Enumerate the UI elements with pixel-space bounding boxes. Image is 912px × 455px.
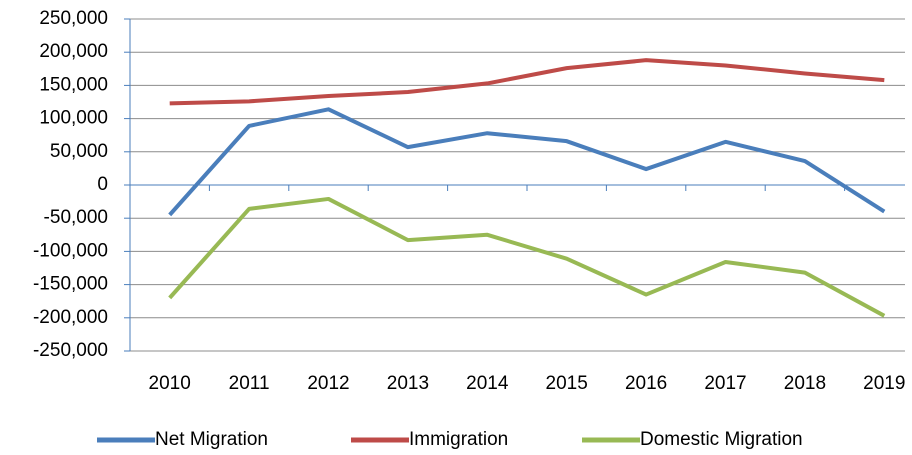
x-tick-label: 2018 bbox=[784, 373, 826, 394]
x-tick-label: 2016 bbox=[625, 373, 667, 394]
y-tick-label: -250,000 bbox=[33, 340, 108, 361]
legend-label: Net Migration bbox=[155, 429, 268, 450]
y-tick-label: -50,000 bbox=[44, 207, 108, 228]
y-tick-label: -100,000 bbox=[33, 240, 108, 261]
y-tick-label: 150,000 bbox=[39, 74, 108, 95]
x-tick-label: 2017 bbox=[704, 373, 746, 394]
y-tick-label: -150,000 bbox=[33, 274, 108, 295]
x-tick-label: 2019 bbox=[863, 373, 905, 394]
y-tick-label: -200,000 bbox=[33, 307, 108, 328]
series-line bbox=[168, 196, 886, 318]
legend-label: Immigration bbox=[409, 429, 508, 450]
x-tick-label: 2015 bbox=[546, 373, 588, 394]
legend-label: Domestic Migration bbox=[640, 429, 803, 450]
y-tick-label: 0 bbox=[97, 174, 108, 195]
y-tick-label: 50,000 bbox=[50, 141, 108, 162]
x-tick-label: 2012 bbox=[307, 373, 349, 394]
series-line bbox=[168, 107, 886, 217]
series-line bbox=[169, 58, 885, 106]
x-tick-label: 2013 bbox=[387, 373, 429, 394]
x-tick-label: 2011 bbox=[229, 373, 270, 394]
x-tick-label: 2010 bbox=[149, 373, 191, 394]
y-tick-label: 250,000 bbox=[39, 8, 108, 29]
x-tick-label: 2014 bbox=[466, 373, 509, 394]
y-tick-label: 100,000 bbox=[39, 108, 108, 129]
y-tick-label: 200,000 bbox=[39, 41, 108, 62]
